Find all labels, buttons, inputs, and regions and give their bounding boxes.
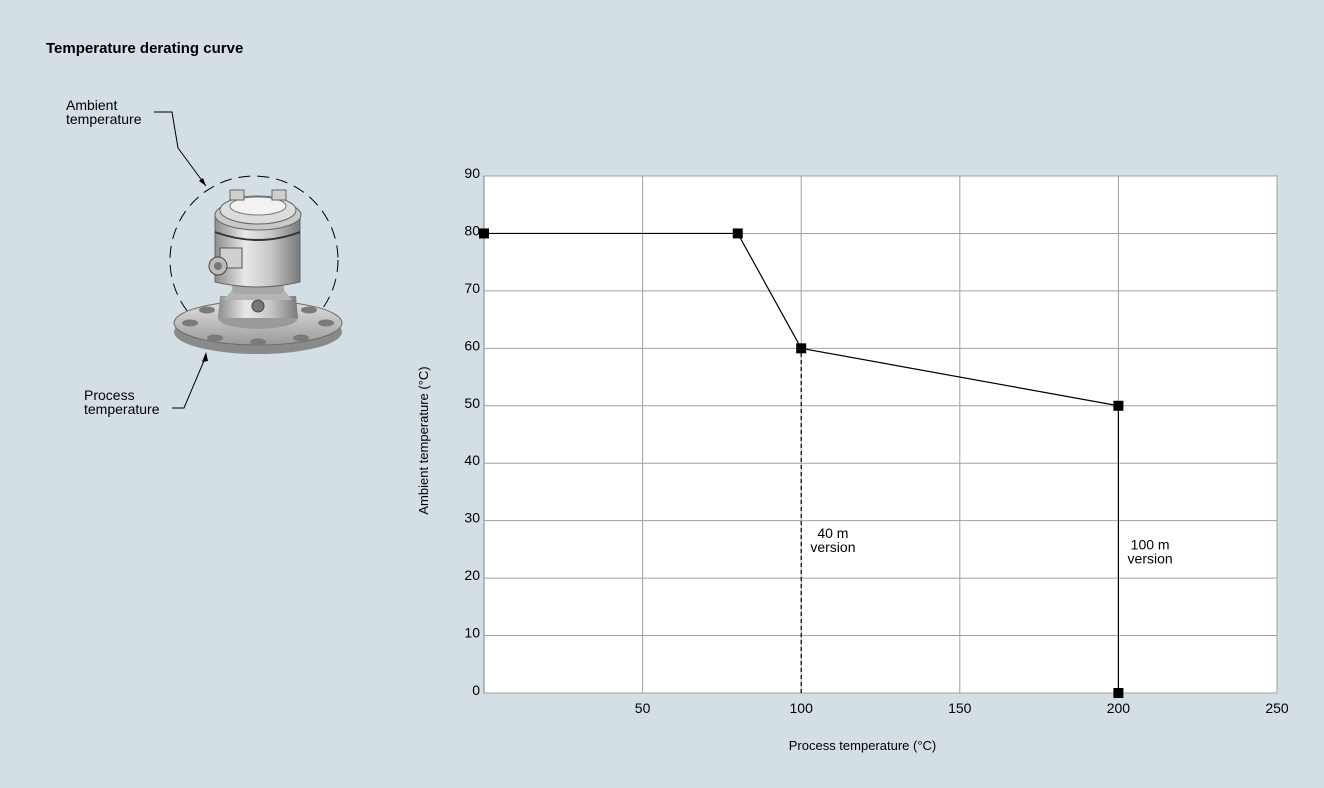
- ambient-temperature-callout: Ambient temperature: [66, 98, 141, 126]
- limit-label-line: 40 m: [817, 525, 848, 541]
- ambient-label-line2: temperature: [66, 111, 142, 127]
- x-tick-label: 200: [1107, 700, 1131, 716]
- x-tick-label: 100: [790, 700, 814, 716]
- data-point: [1113, 688, 1124, 698]
- data-point: [796, 343, 807, 354]
- y-tick-label: 50: [464, 395, 480, 411]
- x-axis-label: Process temperature (°C): [789, 738, 937, 753]
- y-tick-label: 40: [464, 452, 480, 468]
- y-axis-label: Ambient temperature (°C): [416, 366, 431, 514]
- x-tick-label: 250: [1265, 700, 1289, 716]
- x-tick-label: 150: [948, 700, 972, 716]
- limit-label-line: version: [810, 539, 855, 555]
- plot-area: [483, 175, 1278, 694]
- y-tick-label: 80: [464, 222, 480, 238]
- page-title: Temperature derating curve: [46, 40, 244, 57]
- process-label-line2: temperature: [84, 401, 160, 417]
- limit-label-1: 100 m version: [1128, 536, 1173, 566]
- limit-label-line: version: [1128, 550, 1173, 566]
- limit-label-0: 40 m version: [810, 525, 855, 555]
- process-label-line1: Process: [84, 387, 135, 403]
- x-tick-label: 50: [635, 700, 651, 716]
- y-tick-label: 30: [464, 510, 480, 526]
- ambient-label-line1: Ambient: [66, 97, 118, 113]
- data-point: [479, 228, 489, 239]
- series-line-0: [484, 232, 1119, 407]
- y-tick-label: 70: [464, 280, 480, 296]
- process-temperature-callout: Process temperature: [84, 388, 159, 416]
- limit-label-line: 100 m: [1131, 536, 1170, 552]
- y-tick-label: 10: [464, 625, 480, 641]
- data-point: [1113, 400, 1124, 411]
- y-tick-label: 90: [464, 165, 480, 181]
- y-tick-label: 60: [464, 337, 480, 353]
- y-tick-label: 20: [464, 567, 480, 583]
- radar-transmitter-illustration: [154, 111, 343, 409]
- data-point: [732, 228, 743, 239]
- ambient-zone-circle: [169, 175, 339, 345]
- y-tick-label: 0: [472, 682, 480, 698]
